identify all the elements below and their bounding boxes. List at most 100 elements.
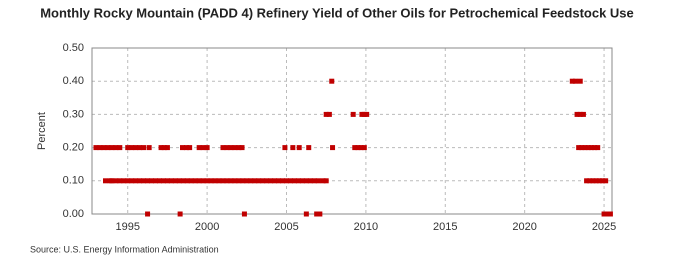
data-point	[364, 111, 370, 117]
data-point	[358, 145, 364, 151]
data-point	[307, 178, 313, 184]
data-point	[224, 145, 230, 151]
y-tick-label: 0.30	[63, 108, 84, 120]
data-point	[93, 145, 99, 151]
data-point	[164, 145, 170, 151]
data-point	[145, 178, 151, 184]
data-point	[156, 178, 162, 184]
data-point	[180, 145, 186, 151]
x-tick-label: 1995	[115, 221, 139, 233]
data-point	[296, 145, 302, 151]
data-point	[290, 145, 296, 151]
data-point	[146, 145, 152, 151]
data-point	[291, 178, 297, 184]
data-point	[177, 211, 183, 217]
data-point	[240, 178, 246, 184]
data-point	[352, 145, 358, 151]
y-tick-label: 0.00	[63, 208, 84, 220]
x-tick-label: 2020	[512, 221, 536, 233]
data-point	[220, 178, 226, 184]
data-point	[330, 145, 336, 151]
data-point	[180, 178, 186, 184]
data-point	[280, 178, 286, 184]
data-point	[129, 178, 135, 184]
data-point	[188, 178, 194, 184]
data-point	[592, 145, 598, 151]
data-point	[216, 178, 222, 184]
data-point	[603, 178, 609, 184]
data-point	[601, 211, 607, 217]
data-point	[105, 145, 111, 151]
data-point	[272, 178, 278, 184]
data-point	[133, 178, 139, 184]
data-point	[256, 178, 262, 184]
data-point	[355, 145, 361, 151]
data-point	[582, 145, 588, 151]
data-point	[287, 178, 293, 184]
x-tick-label: 2025	[592, 221, 616, 233]
data-point	[97, 145, 103, 151]
data-point	[158, 145, 164, 151]
data-point	[137, 145, 143, 151]
data-point	[224, 178, 230, 184]
data-point	[183, 145, 189, 151]
data-point	[121, 178, 127, 184]
data-point	[317, 211, 323, 217]
data-point	[576, 145, 582, 151]
data-point	[590, 178, 596, 184]
data-point	[311, 178, 317, 184]
data-point	[113, 145, 119, 151]
data-point	[220, 145, 226, 151]
data-point	[239, 145, 245, 151]
data-point	[184, 178, 190, 184]
data-point	[252, 178, 258, 184]
data-point	[303, 178, 309, 184]
data-point	[141, 145, 147, 151]
data-point	[607, 211, 613, 217]
data-point	[232, 145, 238, 151]
data-point	[228, 145, 234, 151]
data-point	[303, 211, 309, 217]
data-point	[276, 178, 282, 184]
y-tick-label: 0.50	[63, 42, 84, 54]
data-point	[350, 111, 356, 117]
data-point	[569, 78, 575, 84]
y-tick-label: 0.10	[63, 175, 84, 187]
data-point	[125, 178, 131, 184]
data-point	[172, 178, 178, 184]
data-point	[593, 178, 599, 184]
data-point	[580, 111, 586, 117]
data-point	[187, 145, 193, 151]
data-point	[264, 178, 270, 184]
data-point	[141, 178, 147, 184]
data-point	[248, 178, 254, 184]
data-point	[117, 145, 123, 151]
data-point	[153, 178, 159, 184]
data-point	[579, 145, 585, 151]
data-point	[192, 178, 198, 184]
data-point	[137, 178, 143, 184]
data-point	[329, 78, 335, 84]
x-tick-label: 2005	[274, 221, 298, 233]
data-point	[260, 178, 266, 184]
data-point	[145, 211, 151, 217]
data-point	[204, 178, 210, 184]
data-point	[160, 178, 166, 184]
data-point	[306, 145, 312, 151]
data-point	[323, 111, 329, 117]
data-point	[176, 178, 182, 184]
data-point	[323, 178, 329, 184]
data-point	[101, 145, 107, 151]
data-point	[109, 178, 115, 184]
x-tick-label: 2015	[433, 221, 457, 233]
data-point	[109, 145, 115, 151]
data-point	[584, 178, 590, 184]
data-point	[585, 145, 591, 151]
data-point	[604, 211, 610, 217]
data-point	[295, 178, 301, 184]
source-note: Source: U.S. Energy Information Administ…	[30, 244, 219, 254]
data-point	[596, 178, 602, 184]
data-point	[595, 145, 601, 151]
y-axis-label: Percent	[36, 112, 48, 150]
data-point	[161, 145, 167, 151]
